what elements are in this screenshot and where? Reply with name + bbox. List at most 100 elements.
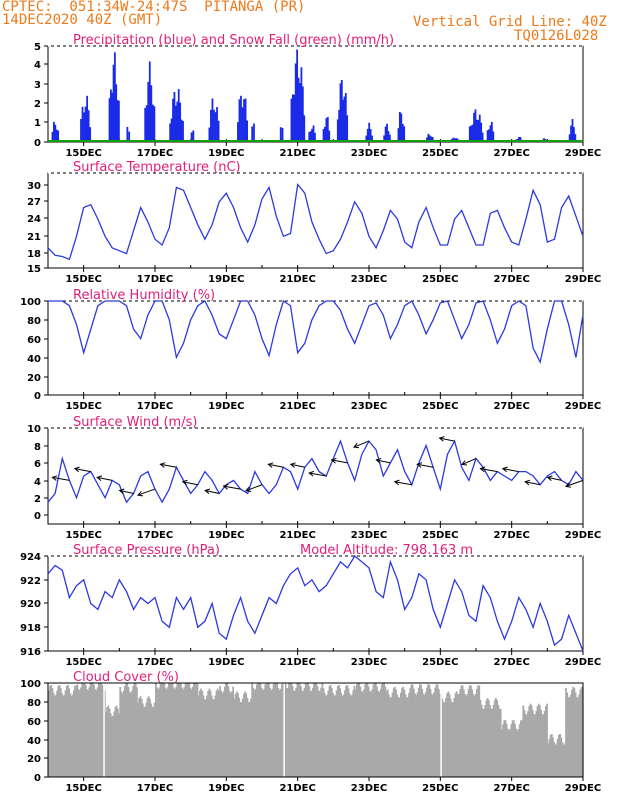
precip-bar [293,94,296,142]
cloud-bar [269,687,271,777]
wind-arrow [547,476,562,481]
precip-bar [470,125,473,142]
cloud-bar [86,689,88,777]
precip-bar [89,127,92,142]
cloud-bar [223,686,226,777]
precip-bar [192,130,195,142]
cloud-bar [266,683,269,777]
cloud-bar [244,691,246,777]
cloud-bar [344,690,346,777]
x-tick-label: 27DEC [493,274,529,285]
cloud-bar [258,683,261,777]
cloud-bar [48,690,50,777]
cloud-bar [137,702,139,777]
precip-bar [151,104,154,142]
cloud-bar [133,683,136,777]
cloud-bar [179,683,182,777]
precip-bar [492,131,495,142]
cloud-bar [215,690,218,777]
precip-bar [246,120,249,142]
cloud-bar [120,691,123,777]
cloud-bar [459,689,462,777]
cloud-bar [89,683,92,777]
precip-bar [481,132,484,142]
cloud-bar [434,687,437,777]
cloud-bar [346,685,349,777]
cloud-bar [231,691,233,777]
cloud-bar [366,683,369,777]
wind-arrow [223,485,241,490]
cloud-bar [467,689,470,777]
cloud-bar [107,705,110,777]
cloud-bar [183,687,186,777]
cloud-bar [537,703,540,777]
wind-arrow [137,488,156,496]
cloud-bar [76,684,79,777]
cloud-bar [317,690,320,777]
y-tick-label: 922 [20,576,41,587]
cloud-bar [124,685,126,777]
x-tick-label: 29DEC [565,274,601,285]
cloud-bar [340,693,343,777]
x-tick-label: 19DEC [208,401,244,412]
wind-arrow-head [479,466,486,473]
cloud-bar [389,697,391,777]
cloud-bar [534,714,537,777]
cloud-bar [65,685,68,777]
y-tick-label: 0 [34,773,41,784]
y-tick-label: 8 [34,442,41,453]
cloud-bar [563,743,566,777]
cloud-bar [134,683,137,777]
cloud-bar [264,684,267,777]
cloud-bar [310,691,313,777]
cloud-bar [270,690,273,777]
cloud-bar [94,689,97,777]
cloud-bar [278,690,281,777]
cloud-bar [468,685,471,777]
cloud-bar [460,685,463,777]
cloud-bar [484,705,487,777]
precip-bar [55,129,58,142]
cloud-bar [81,683,84,777]
cloud-bar [226,683,229,777]
precip-bar [368,122,371,142]
wind-arrow-head [438,436,445,442]
cloud-bar [62,696,65,777]
x-tick-label: 19DEC [208,530,244,541]
cloud-bar [193,683,195,777]
cloud-bar [61,693,63,777]
cloud-bar [227,686,230,777]
precip-bar [52,121,55,142]
cloud-bar [319,691,321,777]
wind-arrow-head [96,475,103,481]
precip-bar [338,109,341,142]
precip-bar [150,85,153,142]
cloud-bar [333,696,336,777]
x-tick-label: 25DEC [422,274,458,285]
cloud-bar [384,686,387,777]
cloud-bar [263,688,265,777]
precip-bar [237,122,239,142]
cloud-bar [170,683,173,777]
cloud-gap [103,683,105,777]
y-tick-label: 20 [27,754,41,765]
y-tick-label: 4 [34,477,41,488]
y-tick-label: 60 [27,717,41,728]
cloud-bar [424,692,427,777]
precip-bar [570,125,572,142]
cloud-bar [349,696,352,777]
y-tick-label: 40 [27,354,41,365]
header-model-id: TQ0126L028 [514,28,599,44]
cloud-bar [365,683,368,777]
cloud-bar [414,693,416,777]
precip-bar [383,135,386,142]
cloud-bar [201,690,204,777]
cloud-bar [330,688,333,777]
wind-arrow [74,468,91,473]
precip-bar [303,115,306,142]
precip-bar [177,89,180,142]
precip-bar [474,109,477,142]
y-tick-label: 40 [27,736,41,747]
cloud-bar [247,701,250,777]
precip-bar [490,121,493,142]
